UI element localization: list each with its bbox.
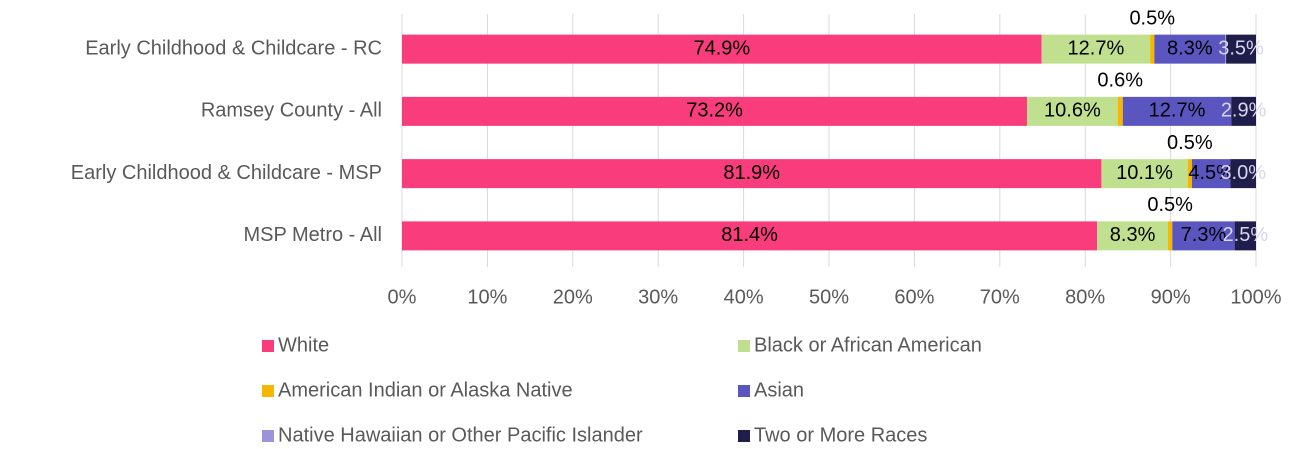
y-tick-label: MSP Metro - All bbox=[243, 224, 382, 246]
data-label: 4.5% bbox=[1188, 162, 1234, 184]
y-tick-label: Early Childhood & Childcare - MSP bbox=[71, 162, 382, 184]
x-tick-label: 70% bbox=[980, 286, 1020, 308]
data-label: 73.2% bbox=[686, 100, 743, 122]
bar-segment bbox=[1226, 34, 1256, 64]
data-label: 0.5% bbox=[1147, 194, 1193, 216]
legend-label: Two or More Races bbox=[754, 424, 927, 446]
bar-segment bbox=[1225, 34, 1227, 64]
x-tick-label: 100% bbox=[1230, 286, 1281, 308]
bar-segment bbox=[1117, 96, 1123, 126]
data-label: 0.5% bbox=[1129, 7, 1175, 29]
bar-segment bbox=[1041, 34, 1151, 64]
legend-label: Black or African American bbox=[754, 334, 982, 356]
data-label: 8.3% bbox=[1167, 37, 1213, 59]
bar-segment bbox=[1231, 96, 1256, 126]
x-tick-label: 40% bbox=[724, 286, 764, 308]
legend-swatch bbox=[738, 430, 750, 442]
data-label: 0.5% bbox=[1167, 132, 1213, 154]
data-label: 10.1% bbox=[1116, 162, 1173, 184]
bar-segment bbox=[402, 34, 1042, 64]
x-tick-label: 60% bbox=[894, 286, 934, 308]
data-label: 10.6% bbox=[1044, 100, 1101, 122]
bar-segment bbox=[402, 96, 1028, 126]
legend-swatch bbox=[262, 385, 274, 397]
x-tick-label: 50% bbox=[809, 286, 849, 308]
bar-segment bbox=[1027, 96, 1118, 126]
data-label: 12.7% bbox=[1068, 37, 1125, 59]
data-label: 3.0% bbox=[1220, 162, 1266, 184]
x-tick-label: 80% bbox=[1065, 286, 1105, 308]
bar-segment bbox=[402, 221, 1098, 251]
data-label: 81.4% bbox=[721, 224, 778, 246]
x-tick-label: 0% bbox=[388, 286, 417, 308]
bar-segment bbox=[1172, 221, 1235, 251]
bar-segment bbox=[1168, 221, 1173, 251]
bar-segment bbox=[1154, 34, 1226, 64]
bar-segment bbox=[1101, 159, 1188, 189]
bar-segment bbox=[1234, 221, 1256, 251]
bar-segment bbox=[1122, 96, 1232, 126]
data-label: 3.5% bbox=[1218, 37, 1264, 59]
data-label: 7.3% bbox=[1181, 224, 1227, 246]
legend-swatch bbox=[738, 340, 750, 352]
data-label: 74.9% bbox=[693, 37, 750, 59]
bar-segment bbox=[402, 159, 1102, 189]
data-label: 2.9% bbox=[1221, 100, 1267, 122]
data-label: 0.6% bbox=[1097, 70, 1143, 92]
x-tick-label: 90% bbox=[1151, 286, 1191, 308]
legend-label: White bbox=[278, 334, 329, 356]
bar-segment bbox=[1097, 221, 1169, 251]
bar-segment bbox=[1191, 159, 1231, 189]
legend-label: Native Hawaiian or Other Pacific Islande… bbox=[278, 424, 643, 446]
x-tick-label: 30% bbox=[638, 286, 678, 308]
data-label: 2.5% bbox=[1223, 224, 1269, 246]
data-label: 81.9% bbox=[723, 162, 780, 184]
data-label: 12.7% bbox=[1149, 100, 1206, 122]
bar-segment bbox=[1187, 159, 1192, 189]
bar-segment bbox=[1150, 34, 1155, 64]
legend-swatch bbox=[262, 430, 274, 442]
legend-swatch bbox=[738, 385, 750, 397]
legend-swatch bbox=[262, 340, 274, 352]
y-tick-label: Early Childhood & Childcare - RC bbox=[85, 37, 382, 59]
bar-segment bbox=[1230, 159, 1256, 189]
x-tick-label: 20% bbox=[553, 286, 593, 308]
y-tick-label: Ramsey County - All bbox=[201, 100, 382, 122]
data-label: 8.3% bbox=[1110, 224, 1156, 246]
x-tick-label: 10% bbox=[467, 286, 507, 308]
legend-label: Asian bbox=[754, 379, 804, 401]
legend-label: American Indian or Alaska Native bbox=[278, 379, 573, 401]
